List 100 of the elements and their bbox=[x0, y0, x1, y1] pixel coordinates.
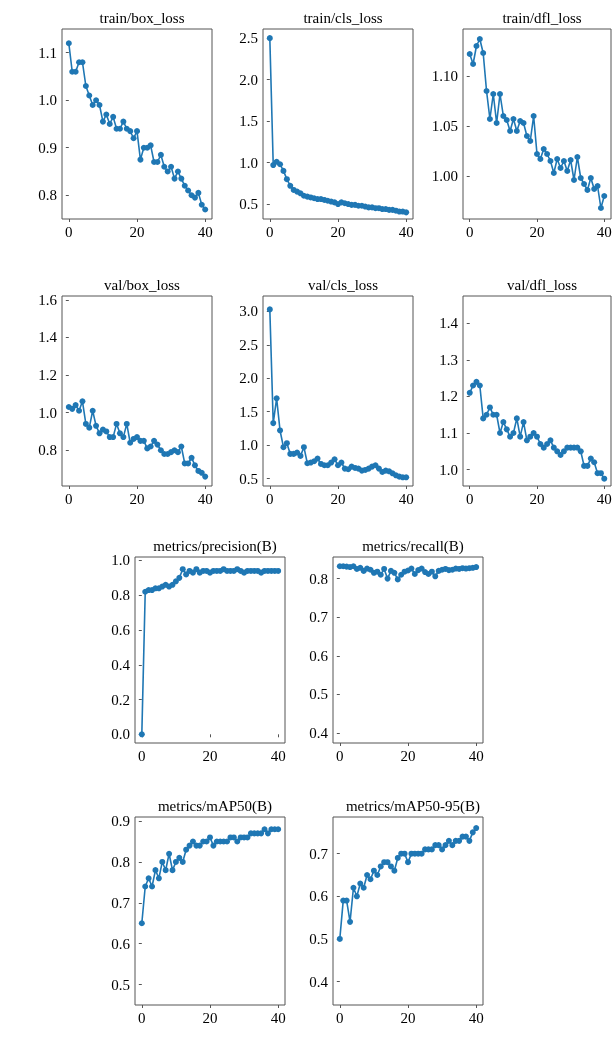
point bbox=[523, 133, 530, 139]
point bbox=[530, 113, 537, 119]
point bbox=[93, 97, 100, 104]
y-tick-label: 1.0 bbox=[239, 437, 258, 454]
x-tick-label: 40 bbox=[468, 747, 484, 764]
chart-title: metrics/precision(B) bbox=[153, 537, 277, 555]
y-tick-label: 1.5 bbox=[239, 113, 258, 130]
y-tick-label: 0.4 bbox=[309, 973, 329, 990]
point bbox=[162, 867, 169, 874]
chart-title: metrics/mAP50-95(B) bbox=[345, 797, 481, 815]
x-tick-label: 20 bbox=[330, 223, 346, 240]
chart-title: train/cls_loss bbox=[303, 9, 383, 26]
y-tick-label: 0.6 bbox=[309, 888, 329, 905]
point bbox=[172, 858, 179, 865]
point bbox=[601, 193, 608, 199]
point bbox=[466, 837, 473, 844]
point bbox=[277, 161, 284, 168]
point bbox=[473, 825, 480, 832]
point bbox=[584, 187, 591, 193]
x-tick-label: 20 bbox=[330, 490, 346, 507]
point bbox=[527, 138, 534, 144]
y-tick-label: 0.8 bbox=[38, 442, 57, 459]
x-tick-label: 20 bbox=[129, 223, 145, 240]
point bbox=[439, 846, 446, 853]
x-tick-label: 0 bbox=[138, 1009, 146, 1026]
x-tick-label: 40 bbox=[270, 747, 286, 764]
point bbox=[113, 420, 120, 427]
point bbox=[581, 181, 588, 187]
x-tick-label: 0 bbox=[266, 490, 274, 507]
point bbox=[405, 859, 411, 866]
point bbox=[176, 574, 183, 581]
y-tick-label: 1.5 bbox=[239, 403, 258, 420]
point bbox=[161, 163, 168, 170]
point bbox=[350, 884, 357, 891]
point bbox=[82, 83, 89, 89]
chart-title: train/box_loss bbox=[99, 9, 185, 26]
point bbox=[275, 826, 282, 833]
point bbox=[500, 113, 507, 119]
point bbox=[183, 571, 190, 578]
chart-title: val/box_loss bbox=[104, 276, 181, 293]
y-tick-label: 1.1 bbox=[439, 425, 458, 442]
point bbox=[473, 564, 480, 571]
point bbox=[261, 826, 268, 833]
point bbox=[510, 430, 517, 437]
point bbox=[130, 135, 137, 142]
y-tick-label: 0.7 bbox=[111, 894, 131, 911]
point bbox=[544, 151, 551, 157]
point bbox=[550, 170, 557, 176]
x-tick-label: 40 bbox=[596, 223, 612, 240]
point bbox=[266, 306, 273, 313]
point bbox=[179, 566, 186, 573]
point bbox=[287, 182, 294, 189]
point bbox=[145, 875, 152, 882]
point bbox=[280, 167, 287, 174]
point bbox=[273, 395, 280, 402]
point bbox=[142, 883, 149, 890]
chart-title: metrics/recall(B) bbox=[362, 537, 464, 555]
x-tick-label: 0 bbox=[138, 747, 146, 764]
point bbox=[480, 50, 487, 56]
point bbox=[577, 448, 584, 455]
point bbox=[174, 168, 181, 175]
point bbox=[110, 113, 117, 120]
point bbox=[166, 850, 173, 857]
point bbox=[534, 433, 540, 440]
point bbox=[152, 867, 159, 874]
point bbox=[544, 440, 551, 447]
point bbox=[149, 883, 156, 890]
point bbox=[507, 128, 514, 134]
point bbox=[483, 411, 490, 418]
point bbox=[168, 163, 175, 170]
point bbox=[183, 846, 190, 853]
y-tick-label: 1.0 bbox=[439, 461, 458, 478]
point bbox=[207, 834, 213, 841]
chart-title: val/cls_loss bbox=[308, 276, 379, 293]
point bbox=[76, 407, 83, 414]
x-tick-label: 0 bbox=[65, 223, 73, 240]
x-tick-label: 0 bbox=[336, 1009, 344, 1026]
y-tick-label: 2.0 bbox=[239, 370, 258, 387]
point bbox=[134, 128, 140, 135]
y-tick-label: 0.6 bbox=[111, 622, 131, 639]
y-tick-label: 1.05 bbox=[431, 118, 458, 134]
point bbox=[338, 459, 345, 466]
point bbox=[185, 460, 192, 467]
point bbox=[202, 473, 209, 480]
point bbox=[127, 128, 134, 135]
point bbox=[151, 437, 158, 444]
y-tick-label: 1.0 bbox=[239, 154, 258, 171]
point bbox=[391, 569, 398, 576]
point bbox=[473, 43, 480, 49]
point bbox=[537, 440, 544, 447]
point bbox=[432, 573, 439, 580]
point bbox=[155, 875, 162, 882]
point bbox=[65, 40, 72, 47]
point bbox=[469, 829, 476, 836]
point bbox=[476, 36, 483, 42]
y-tick-label: 0.8 bbox=[38, 187, 57, 204]
point bbox=[601, 475, 608, 482]
point bbox=[374, 871, 381, 878]
y-tick-label: 1.3 bbox=[439, 351, 458, 368]
point bbox=[466, 389, 473, 396]
